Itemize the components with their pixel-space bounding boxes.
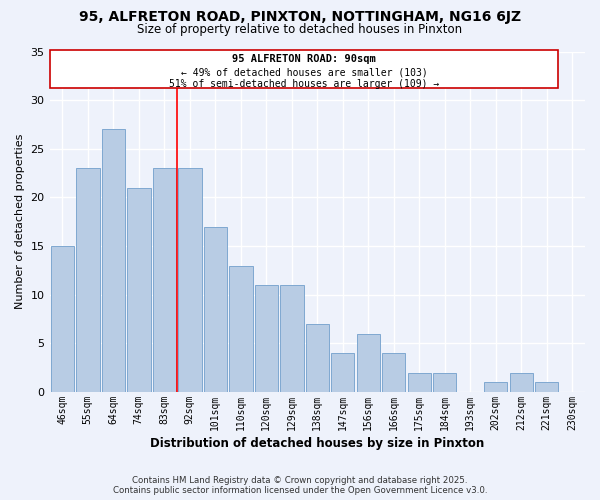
X-axis label: Distribution of detached houses by size in Pinxton: Distribution of detached houses by size … <box>150 437 484 450</box>
Bar <box>407 372 431 392</box>
Bar <box>535 382 559 392</box>
Bar <box>254 285 278 392</box>
Bar <box>305 324 329 392</box>
Bar <box>101 130 125 392</box>
Bar <box>50 246 74 392</box>
Bar <box>356 334 380 392</box>
Text: ← 49% of detached houses are smaller (103): ← 49% of detached houses are smaller (10… <box>181 67 428 77</box>
Bar <box>203 226 227 392</box>
Bar <box>484 382 508 392</box>
Text: 95 ALFRETON ROAD: 90sqm: 95 ALFRETON ROAD: 90sqm <box>232 54 376 64</box>
Bar <box>331 353 355 392</box>
Bar <box>127 188 151 392</box>
Text: 51% of semi-detached houses are larger (109) →: 51% of semi-detached houses are larger (… <box>169 78 439 88</box>
Bar <box>280 285 304 392</box>
Bar <box>76 168 100 392</box>
Text: Size of property relative to detached houses in Pinxton: Size of property relative to detached ho… <box>137 22 463 36</box>
Bar <box>382 353 406 392</box>
Bar <box>152 168 176 392</box>
FancyBboxPatch shape <box>50 50 558 88</box>
Bar <box>229 266 253 392</box>
Bar <box>433 372 457 392</box>
Bar <box>178 168 202 392</box>
Bar <box>509 372 533 392</box>
Text: Contains public sector information licensed under the Open Government Licence v3: Contains public sector information licen… <box>113 486 487 495</box>
Y-axis label: Number of detached properties: Number of detached properties <box>15 134 25 310</box>
Text: 95, ALFRETON ROAD, PINXTON, NOTTINGHAM, NG16 6JZ: 95, ALFRETON ROAD, PINXTON, NOTTINGHAM, … <box>79 10 521 24</box>
Text: Contains HM Land Registry data © Crown copyright and database right 2025.: Contains HM Land Registry data © Crown c… <box>132 476 468 485</box>
